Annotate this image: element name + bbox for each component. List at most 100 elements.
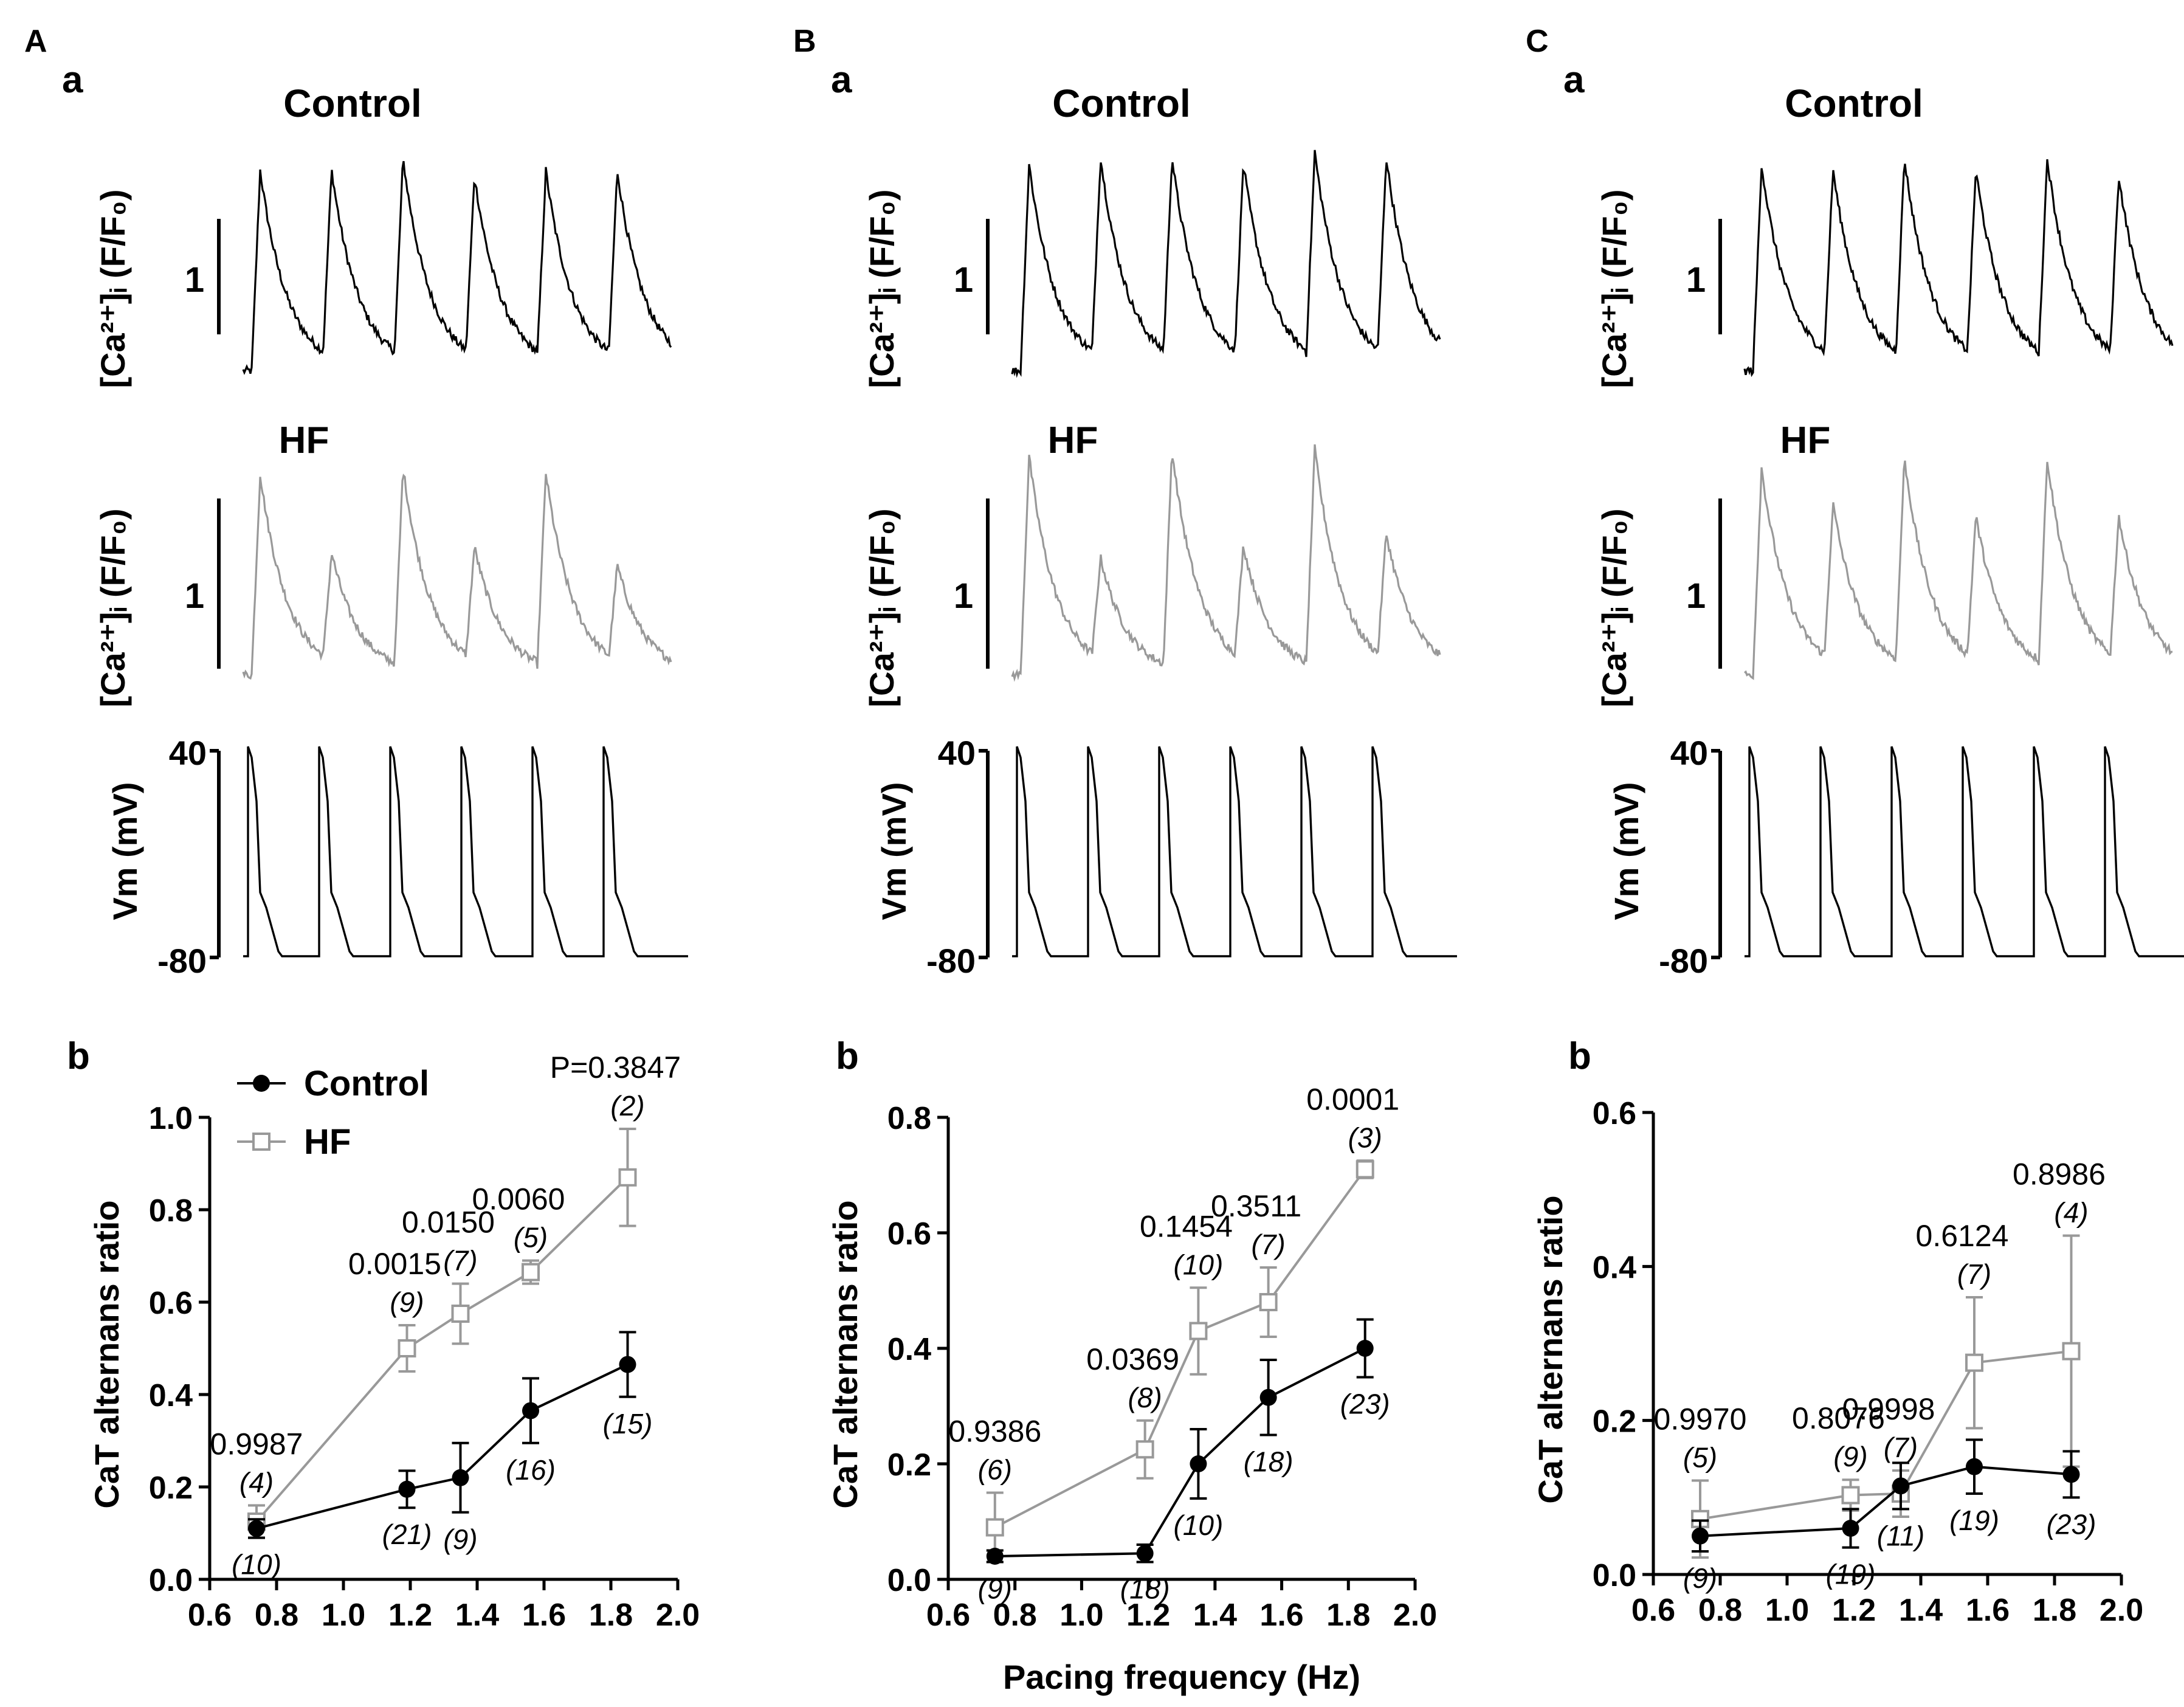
control-n-label: (9) [978, 1573, 1012, 1605]
hf-n-label: (6) [978, 1454, 1012, 1486]
x-tick-label: 1.0 [1059, 1598, 1103, 1633]
data-point [1357, 1340, 1374, 1357]
hf-ca-ylabel: [Ca²⁺]ᵢ (F/F₀) [94, 508, 132, 707]
control-trace-title: Control [283, 81, 422, 125]
y-tick-label: 0.4 [1593, 1250, 1636, 1285]
control-n-label: (10) [1174, 1509, 1224, 1541]
vm-top-label: 40 [938, 734, 976, 772]
legend-hf-label: HF [304, 1122, 351, 1162]
hf-n-label: (5) [514, 1222, 548, 1254]
p-value: 0.0001 [1306, 1082, 1399, 1116]
x-tick-label: 1.2 [388, 1598, 432, 1633]
data-point [1137, 1545, 1154, 1562]
x-tick-label: 1.4 [455, 1598, 499, 1633]
p-value: 0.0015 [348, 1247, 441, 1281]
y-tick-label: 0.0 [887, 1563, 931, 1598]
y-tick-label: 1.0 [149, 1101, 193, 1136]
control-ca-trace [1012, 150, 1440, 374]
data-point [2064, 1343, 2079, 1359]
data-point [619, 1356, 636, 1373]
x-tick-label: 1.4 [1193, 1598, 1237, 1633]
data-point [1137, 1441, 1153, 1457]
p-value: 0.3511 [1211, 1189, 1301, 1223]
hf-trace-title: HF [279, 419, 329, 461]
hf-n-label: (5) [1683, 1441, 1717, 1473]
hf-n-label: (3) [1348, 1122, 1382, 1153]
ylabel-group: CaT alternans ratio [1531, 1195, 1569, 1503]
vm-top-label: 40 [169, 734, 207, 772]
hf-n-label: (9) [390, 1286, 424, 1318]
control-n-label: (19) [1949, 1505, 1999, 1536]
chart-b: 0.0 0.2 0.4 0.6 0.8 0.6 0.8 1.0 1.2 1.4 1.6 1.8 2.0 C… [826, 1082, 1437, 1696]
x-tick-label: 2.0 [656, 1598, 700, 1633]
hf-ca-ylabel: [Ca²⁺]ᵢ (F/F₀) [863, 508, 901, 707]
panel-sub-b: b [1568, 1035, 1591, 1077]
hf-scale-label: 1 [1686, 576, 1706, 616]
hf-trace-title: HF [1048, 419, 1098, 461]
data-point [1843, 1488, 1859, 1503]
control-trace-title: Control [1052, 81, 1191, 125]
control-scale-label: 1 [954, 260, 973, 300]
legend-hf-marker [253, 1134, 269, 1150]
control-n-label: (21) [382, 1519, 432, 1550]
y-tick-label: 0.4 [887, 1332, 931, 1367]
data-point [620, 1170, 636, 1185]
p-value: 0.6124 [1916, 1219, 2009, 1253]
data-point [1842, 1520, 1859, 1537]
y-tick-label: 0.0 [149, 1563, 193, 1598]
hf-n-label: (2) [610, 1090, 644, 1122]
x-tick-label: 1.0 [322, 1598, 365, 1633]
hf-ca-trace [1012, 444, 1440, 678]
panel-b: Ba Control [Ca²⁺]ᵢ (F/F₀) 1 HF [Ca²⁺]ᵢ (F/F₀)… [793, 24, 1457, 1077]
y-tick-label: 0.0 [1593, 1558, 1636, 1593]
chart-a: 0.0 0.2 0.4 0.6 0.8 1.0 0.6 0.8 1.0 1.2 1.4 1.6 1.8 2… [88, 1050, 700, 1633]
hf-n-label: (7) [1252, 1229, 1286, 1260]
data-point [1966, 1458, 1983, 1475]
hf-scale-label: 1 [954, 576, 973, 616]
control-n-label: (10) [232, 1549, 281, 1581]
hf-ca-trace [243, 474, 671, 678]
x-tick-label: 0.6 [188, 1598, 232, 1633]
hf-n-label: (4) [239, 1466, 274, 1498]
x-tick-label: 1.8 [1326, 1598, 1370, 1633]
control-trace-title: Control [1785, 81, 1923, 125]
ylabel-group: CaT alternans ratio [826, 1200, 864, 1508]
panel-letter: C [1526, 24, 1549, 59]
vm-bottom-label: -80 [926, 942, 976, 980]
y-tick-label: 0.6 [1593, 1096, 1636, 1131]
chart-c: 0.00.20.40.60.6 0.8 1.0 1.2 1.4 1.6 1.8 2.0CaT … [1531, 1096, 2143, 1628]
p-value: 0.8986 [2013, 1157, 2106, 1191]
control-n-label: (11) [1877, 1520, 1924, 1551]
panel-sub-b: b [836, 1035, 859, 1077]
control-ca-ylabel-group: [Ca²⁺]ᵢ (F/F₀) [863, 189, 901, 388]
vm-ylabel: Vm (mV) [875, 782, 913, 920]
control-ca-ylabel: [Ca²⁺]ᵢ (F/F₀) [94, 189, 132, 388]
vm-bottom-label: -80 [1659, 942, 1708, 980]
y-tick-label: 0.2 [887, 1447, 931, 1483]
control-ca-trace [243, 161, 671, 373]
data-point [1357, 1162, 1373, 1178]
series-line [257, 1365, 628, 1529]
x-tick-label: 0.8 [255, 1598, 298, 1633]
x-tick-label: 1.4 [1899, 1593, 1943, 1628]
hf-ca-trace [1745, 461, 2172, 678]
data-point [399, 1481, 416, 1498]
hf-scale-label: 1 [185, 576, 204, 616]
x-tick-label: 2.0 [2100, 1593, 2143, 1628]
vm-ylabel-group: Vm (mV) [875, 782, 913, 920]
control-scale-label: 1 [185, 260, 204, 300]
vm-ylabel: Vm (mV) [1607, 782, 1645, 920]
data-point [399, 1340, 415, 1356]
control-n-label: (18) [1120, 1573, 1170, 1605]
data-point [1692, 1528, 1709, 1545]
x-tick-label: 1.2 [1832, 1593, 1876, 1628]
figure: AaControl[Ca²⁺]ᵢ (F/F₀) 1HF[Ca²⁺]ᵢ (F/F₀)… [0, 0, 2184, 1707]
legend: ControlHF [237, 1064, 429, 1162]
y-tick-label: 0.8 [887, 1101, 931, 1136]
data-point [523, 1264, 539, 1280]
data-point [987, 1520, 1003, 1536]
x-tick-label: 1.6 [1259, 1598, 1303, 1633]
p-value: 0.0369 [1086, 1342, 1179, 1376]
panel-sub-a: a [1563, 59, 1585, 101]
x-tick-label: 1.8 [589, 1598, 633, 1633]
